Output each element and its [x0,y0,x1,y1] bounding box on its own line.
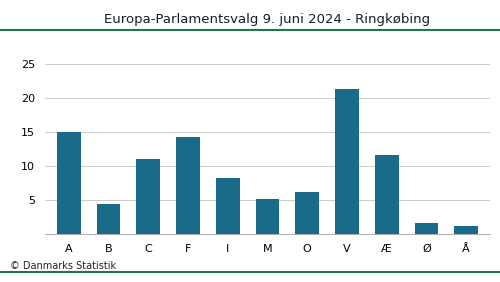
Bar [256,199,280,234]
Bar [375,155,398,234]
Bar [57,131,81,234]
Bar [216,178,240,234]
Bar [454,226,478,234]
Bar [414,223,438,234]
Text: Europa-Parlamentsvalg 9. juni 2024 - Ringkøbing: Europa-Parlamentsvalg 9. juni 2024 - Rin… [104,13,430,26]
Bar [136,159,160,234]
Bar [96,204,120,234]
Bar [176,137,200,234]
Bar [296,192,319,234]
Text: © Danmarks Statistik: © Danmarks Statistik [10,261,116,271]
Bar [335,89,359,234]
